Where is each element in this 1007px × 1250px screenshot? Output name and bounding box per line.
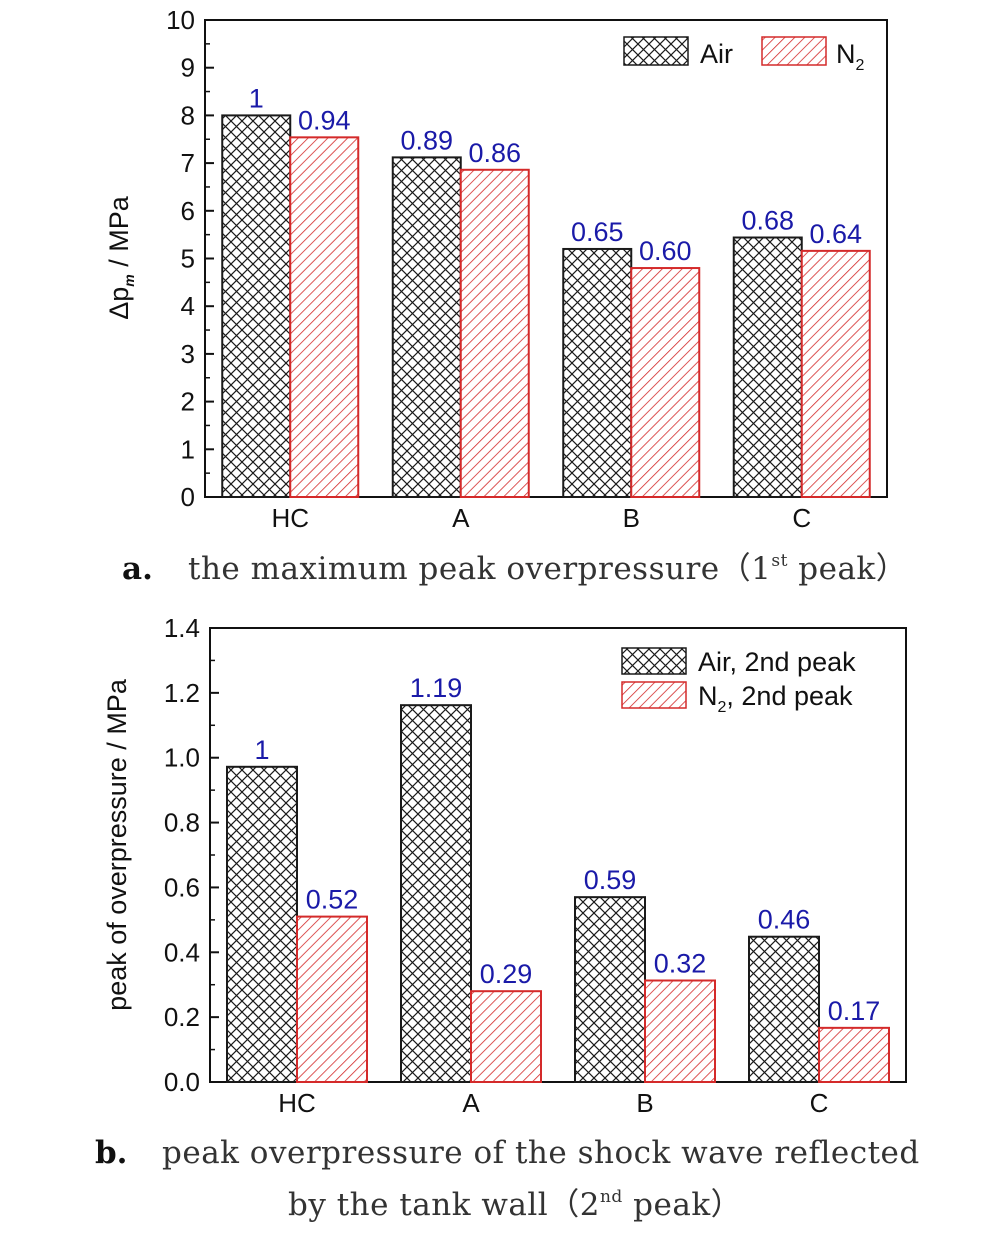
- caption-a-letter: a.: [122, 551, 153, 587]
- chart-a-legend: Air N2: [623, 36, 865, 74]
- x-tick-label: B: [623, 503, 640, 533]
- chart-a-y-axis-label: Δpm / MPa: [104, 195, 137, 320]
- y-tick-label: 1.4: [164, 613, 200, 643]
- data-label: 1: [254, 735, 269, 765]
- y-tick-label: 10: [166, 5, 195, 35]
- bar-n2: [818, 1026, 890, 1083]
- x-tick-label: C: [792, 503, 811, 533]
- chart-b: 0.0 0.2 0.4 0.6 0.8 1.0 1.2 1.4 HC 1 0.52 A 1.19 0.29…: [95, 613, 920, 1223]
- legend-label-n2-2nd: N2, 2nd peak: [698, 681, 853, 716]
- legend-swatch-n2: [761, 36, 827, 66]
- bar-air: [748, 935, 820, 1083]
- legend-label-n2: N2: [836, 39, 865, 74]
- bar-n2: [800, 249, 871, 498]
- legend-swatch-air: [623, 36, 689, 66]
- x-tick-label: HC: [271, 503, 309, 533]
- bar-n2: [296, 915, 368, 1083]
- data-label: 0.29: [480, 959, 533, 989]
- data-label: 0.46: [758, 905, 811, 935]
- data-label: 1: [249, 83, 264, 113]
- data-label: 0.59: [584, 865, 637, 895]
- chart-b-legend: Air, 2nd peak N2, 2nd peak: [621, 647, 856, 716]
- data-label: 0.94: [298, 105, 351, 135]
- legend-label-air-2nd: Air, 2nd peak: [698, 647, 856, 677]
- y-tick-label: 0: [181, 482, 195, 512]
- y-tick-label: 0.6: [164, 872, 200, 902]
- legend-swatch-air-2nd: [621, 647, 687, 675]
- y-tick-label: 0.0: [164, 1067, 200, 1097]
- bar-air: [391, 156, 462, 498]
- y-tick-label: 3: [181, 339, 195, 369]
- y-tick-label: 1.0: [164, 743, 200, 773]
- y-tick-label: 1: [181, 434, 195, 464]
- data-label: 0.60: [639, 236, 692, 266]
- chart-a-plot: 0 1 2 3 4 5 6 7 8 9 10 HC 1 0.94 A 0.89 0.86 B 0.65 0.60 C 0.…: [166, 5, 888, 533]
- bar-air: [574, 896, 646, 1084]
- bar-air: [562, 247, 633, 498]
- data-label: 1.19: [410, 673, 463, 703]
- bar-air: [400, 704, 472, 1083]
- x-tick-label: A: [462, 1088, 480, 1118]
- y-tick-label: 8: [181, 100, 195, 130]
- chart-a: 0 1 2 3 4 5 6 7 8 9 10 HC 1 0.94 A 0.89 0.86 B 0.65 0.60 C 0.…: [104, 5, 907, 587]
- x-tick-label: B: [636, 1088, 653, 1118]
- legend-swatch-n2-2nd: [621, 681, 687, 709]
- y-tick-label: 0.8: [164, 808, 200, 838]
- data-label: 0.52: [306, 885, 359, 915]
- x-tick-label: C: [810, 1088, 829, 1118]
- y-tick-label: 0.4: [164, 937, 200, 967]
- legend-label-air: Air: [700, 39, 733, 69]
- bar-n2: [630, 267, 701, 499]
- caption-b-line1: peak overpressure of the shock wave refl…: [162, 1135, 920, 1171]
- data-label: 0.89: [400, 125, 453, 155]
- chart-b-caption: b. peak overpressure of the shock wave r…: [95, 1135, 920, 1223]
- chart-a-caption: a. the maximum peak overpressure（1st pea…: [122, 551, 907, 587]
- data-label: 0.68: [741, 206, 794, 236]
- data-label: 0.86: [468, 138, 521, 168]
- bar-n2: [289, 136, 360, 498]
- bar-n2: [644, 979, 716, 1084]
- data-label: 0.64: [809, 219, 862, 249]
- y-tick-label: 7: [181, 148, 195, 178]
- bar-air: [221, 114, 292, 499]
- chart-b-y-axis-label: peak of overpressure / MPa: [102, 678, 132, 1011]
- x-tick-label: HC: [278, 1088, 316, 1118]
- y-tick-label: 5: [181, 244, 195, 274]
- y-tick-label: 0.2: [164, 1002, 200, 1032]
- bar-n2: [470, 990, 542, 1084]
- y-tick-label: 2: [181, 387, 195, 417]
- bar-air: [732, 236, 803, 498]
- caption-b-line2: by the tank wall（2nd peak）: [288, 1187, 742, 1223]
- y-tick-label: 1.2: [164, 678, 200, 708]
- chart-b-plot: 0.0 0.2 0.4 0.6 0.8 1.0 1.2 1.4 HC 1 0.52 A 1.19 0.29…: [164, 613, 907, 1118]
- x-tick-label: A: [452, 503, 470, 533]
- y-tick-label: 9: [181, 53, 195, 83]
- y-tick-label: 6: [181, 196, 195, 226]
- data-label: 0.32: [654, 948, 707, 978]
- caption-b-letter: b.: [95, 1135, 127, 1171]
- bar-air: [226, 765, 298, 1084]
- data-label: 0.17: [828, 996, 881, 1026]
- caption-a-text: the maximum peak overpressure（1st peak）: [188, 551, 907, 587]
- y-tick-label: 4: [181, 291, 195, 321]
- bar-n2: [459, 168, 530, 498]
- data-label: 0.65: [571, 217, 624, 247]
